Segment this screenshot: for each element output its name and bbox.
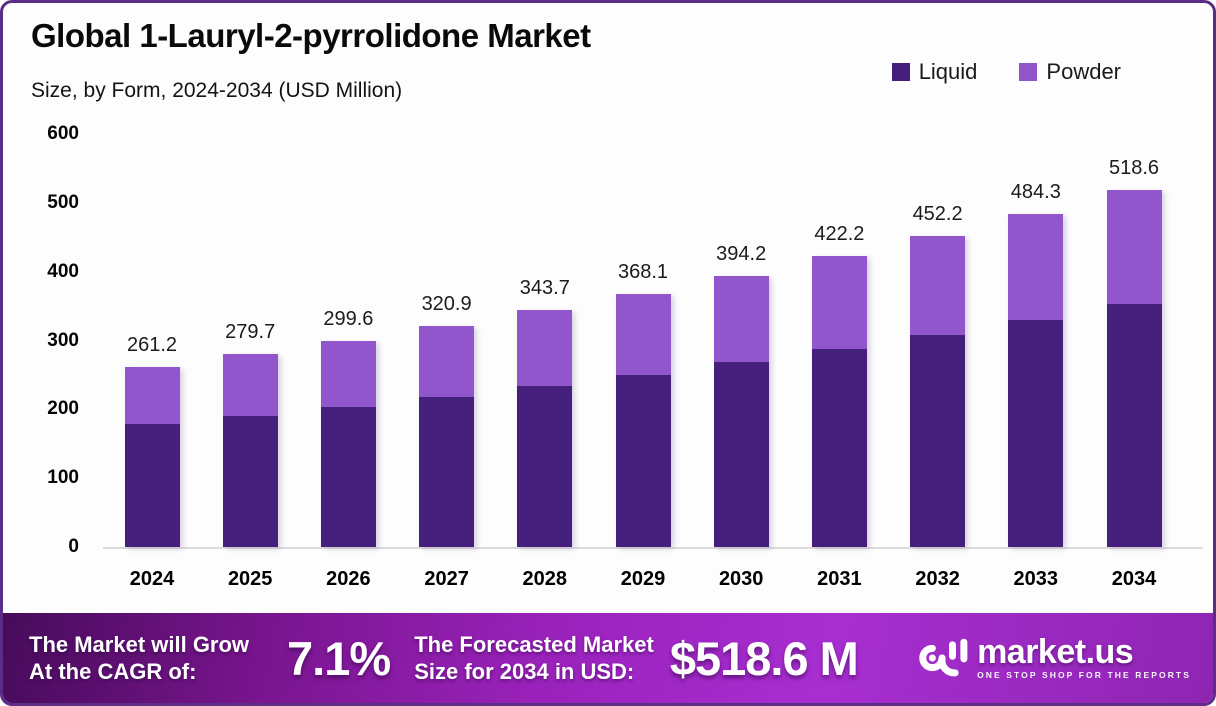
bar-segment-powder-2031 [811, 256, 867, 349]
y-tick-400: 400 [47, 260, 79, 282]
y-tick-500: 500 [47, 191, 79, 213]
bar-stack-2030 [713, 275, 769, 547]
y-tick-600: 600 [47, 123, 79, 144]
powder-swatch-icon [1019, 63, 1038, 81]
bar-segment-liquid-2025 [222, 415, 278, 547]
forecast-label-line1: The Forecasted Market [414, 632, 654, 657]
y-tick-100: 100 [47, 467, 79, 489]
bar-segment-liquid-2027 [419, 396, 475, 547]
x-tick-2030: 2030 [718, 568, 764, 590]
bar-segment-liquid-2032 [910, 334, 966, 547]
bar-stack-2024 [124, 367, 180, 547]
y-tick-200: 200 [47, 398, 79, 420]
bar-stack-2032 [910, 235, 966, 547]
cagr-label: The Market will Grow At the CAGR of: [29, 631, 249, 685]
bar-segment-liquid-2026 [320, 406, 376, 547]
bar-segment-powder-2030 [713, 275, 769, 363]
liquid-swatch-icon [891, 63, 910, 81]
legend-label-powder: Powder [1046, 59, 1121, 84]
chart-legend: Liquid Powder [891, 59, 1121, 85]
x-tick-2032: 2032 [915, 568, 960, 590]
total-label-2029: 368.1 [617, 260, 669, 283]
bar-segment-liquid-2034 [1106, 303, 1162, 547]
x-tick-2027: 2027 [424, 568, 469, 590]
cagr-label-line1: The Market will Grow [29, 632, 250, 657]
total-label-2033: 484.3 [1010, 180, 1061, 203]
marketus-logo: market.us ONE STOP SHOP FOR THE REPORTS [914, 635, 1197, 681]
forecast-value: $518.6 M [669, 631, 859, 685]
cagr-value: 7.1% [287, 631, 391, 685]
logo-spiral-dot [928, 654, 936, 662]
bar-segment-powder-2027 [419, 326, 475, 397]
bar-stack-2031 [811, 256, 867, 547]
bar-segment-powder-2033 [1008, 213, 1064, 320]
total-label-2032: 452.2 [912, 202, 963, 225]
y-tick-0: 0 [68, 536, 79, 557]
bar-segment-liquid-2029 [615, 374, 671, 547]
x-tick-2026: 2026 [326, 568, 371, 590]
page-title: Global 1-Lauryl-2-pyrrolidone Market [31, 17, 591, 54]
total-label-2030: 394.2 [716, 242, 767, 265]
y-tick-300: 300 [47, 329, 79, 351]
x-tick-2029: 2029 [620, 568, 666, 590]
bar-segment-powder-2025 [222, 354, 278, 416]
bar-segment-powder-2028 [517, 310, 573, 387]
total-label-2031: 422.2 [814, 223, 865, 246]
x-tick-2025: 2025 [227, 568, 273, 590]
legend-item-powder: Powder [1019, 59, 1121, 85]
page-subtitle: Size, by Form, 2024-2034 (USD Million) [31, 79, 403, 102]
total-label-2028: 343.7 [519, 277, 570, 300]
bar-segment-liquid-2031 [811, 348, 867, 547]
bar-segment-liquid-2028 [517, 386, 573, 547]
bar-stack-2033 [1008, 213, 1064, 547]
cagr-label-line2: At the CAGR of: [29, 659, 197, 684]
bar-stack-2026 [320, 340, 376, 547]
bar-segment-powder-2034 [1106, 190, 1162, 304]
bar-stack-2028 [517, 310, 573, 547]
total-label-2025: 279.7 [225, 321, 276, 344]
bar-segment-powder-2024 [124, 367, 180, 425]
x-axis-line [103, 547, 1203, 549]
x-tick-2033: 2033 [1013, 568, 1059, 590]
bar-segment-liquid-2033 [1008, 319, 1064, 547]
bar-stack-2034 [1106, 190, 1162, 547]
logo-tagline: ONE STOP SHOP FOR THE REPORTS [977, 670, 1191, 680]
footer-banner: The Market will Grow At the CAGR of: 7.1… [3, 613, 1213, 703]
plot-area: 261.2 2024 279.7 2025 299.6 2026 320.9 2027 343.… [103, 134, 1203, 590]
bar-segment-liquid-2024 [124, 424, 180, 547]
bar-stack-2029 [615, 293, 671, 547]
bar-segment-powder-2026 [320, 340, 376, 407]
total-label-2027: 320.9 [421, 293, 472, 316]
legend-label-liquid: Liquid [918, 59, 978, 84]
legend-item-liquid: Liquid [891, 59, 978, 85]
total-label-2024: 261.2 [126, 334, 178, 357]
y-axis: 0 100 200 300 400 500 600 [3, 123, 79, 557]
bar-stack-2025 [222, 354, 278, 547]
x-tick-2031: 2031 [817, 568, 862, 590]
forecast-label: The Forecasted Market Size for 2034 in U… [414, 631, 654, 685]
total-label-2026: 299.6 [323, 307, 374, 330]
bar-segment-liquid-2030 [713, 362, 769, 547]
bar-segment-powder-2029 [615, 293, 671, 375]
forecast-label-line2: Size for 2034 in USD: [414, 659, 635, 684]
marketus-logo-icon [919, 638, 968, 677]
logo-text: market.us [977, 633, 1134, 671]
x-tick-2034: 2034 [1111, 568, 1157, 590]
total-label-2034: 518.6 [1108, 157, 1160, 180]
bar-stack-2027 [419, 326, 475, 547]
x-tick-2028: 2028 [522, 568, 568, 590]
x-tick-2024: 2024 [129, 568, 175, 590]
bar-segment-powder-2032 [910, 235, 966, 335]
